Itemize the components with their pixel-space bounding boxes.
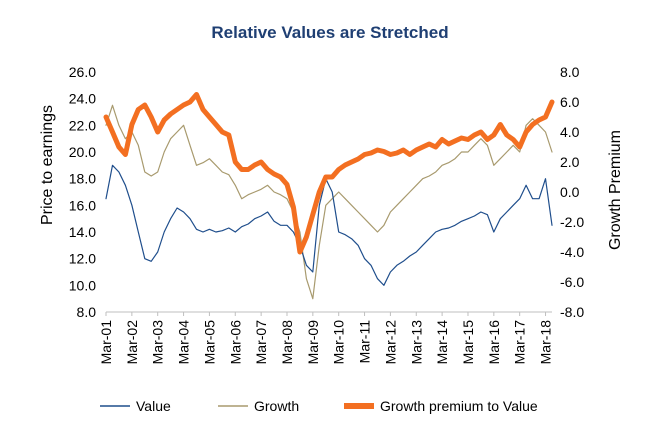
x-tick-label: Mar-05 xyxy=(201,320,217,365)
y2-axis-ticks: 8.0 6.0 4.0 2.0 0.0 -2.0 -4.0 -6.0 -8.0 xyxy=(560,64,584,320)
x-tick-label: Mar-10 xyxy=(331,320,347,365)
legend-label: Value xyxy=(136,398,171,414)
y-tick-label: 14.0 xyxy=(69,224,96,240)
y-tick-label: 16.0 xyxy=(69,197,96,213)
y2-tick-label: -8.0 xyxy=(560,304,584,320)
legend-label: Growth premium to Value xyxy=(380,398,538,414)
legend-label: Growth xyxy=(254,398,299,414)
x-tick-label: Mar-13 xyxy=(408,320,424,365)
series-line-growth xyxy=(105,104,553,300)
y-tick-label: 10.0 xyxy=(69,277,96,293)
y2-tick-label: 4.0 xyxy=(560,124,580,140)
y-tick-label: 22.0 xyxy=(69,117,96,133)
x-tick-label: Mar-02 xyxy=(124,320,140,365)
chart-title: Relative Values are Stretched xyxy=(211,23,448,42)
series-line-growth-premium-to-value xyxy=(103,92,555,255)
x-tick-label: Mar-12 xyxy=(382,320,398,365)
x-tick-label: Mar-08 xyxy=(279,320,295,365)
x-tick-label: Mar-07 xyxy=(253,320,269,365)
y2-tick-label: 6.0 xyxy=(560,94,580,110)
x-tick-label: Mar-14 xyxy=(434,320,450,365)
x-axis-ticks: Mar-01 Mar-02 Mar-03 Mar-04 Mar-05 Mar-06 Mar-… xyxy=(98,312,554,364)
y2-tick-label: 8.0 xyxy=(560,64,580,80)
y-tick-label: 20.0 xyxy=(69,144,96,160)
series-layer xyxy=(103,92,555,300)
x-tick-label: Mar-11 xyxy=(357,320,373,364)
y-tick-label: 8.0 xyxy=(77,304,97,320)
x-tick-label: Mar-01 xyxy=(98,320,114,365)
y2-tick-label: 2.0 xyxy=(560,154,580,170)
y-tick-label: 12.0 xyxy=(69,251,96,267)
y-axis-label: Price to earnings xyxy=(39,105,56,225)
y-tick-label: 24.0 xyxy=(69,91,96,107)
y-axis-ticks: 26.0 24.0 22.0 20.0 18.0 16.0 14.0 12.0 10.0 8.0 xyxy=(69,64,96,320)
y2-axis-label: Growth Premium xyxy=(607,130,624,250)
y-tick-label: 26.0 xyxy=(69,64,96,80)
y2-tick-label: -4.0 xyxy=(560,244,584,260)
x-tick-label: Mar-15 xyxy=(460,320,476,365)
x-tick-label: Mar-18 xyxy=(538,320,554,365)
x-tick-label: Mar-06 xyxy=(227,320,243,365)
x-tick-label: Mar-09 xyxy=(305,320,321,365)
x-tick-label: Mar-03 xyxy=(150,320,166,365)
x-tick-label: Mar-16 xyxy=(486,320,502,365)
y-tick-label: 18.0 xyxy=(69,171,96,187)
x-tick-label: Mar-17 xyxy=(512,320,528,365)
y2-tick-label: 0.0 xyxy=(560,184,580,200)
series-line-value xyxy=(105,164,553,286)
y2-tick-label: -6.0 xyxy=(560,274,584,290)
y2-tick-label: -2.0 xyxy=(560,214,584,230)
x-tick-label: Mar-04 xyxy=(176,320,192,365)
legend: Value Growth Growth premium to Value xyxy=(100,398,538,414)
